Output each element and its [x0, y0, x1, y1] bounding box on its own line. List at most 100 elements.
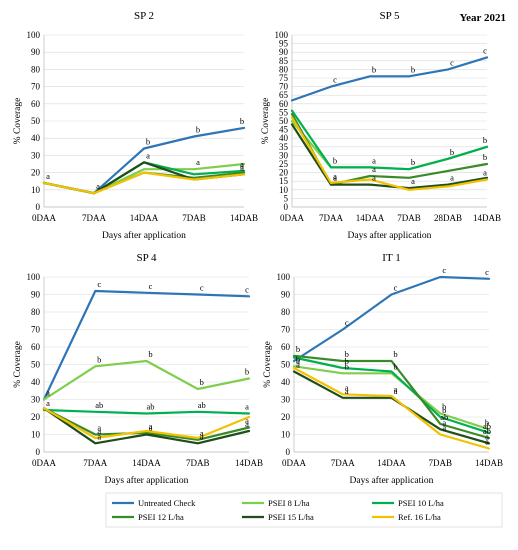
panel-3-data-label: a: [245, 419, 249, 429]
panel-4-ytick-label: 100: [277, 272, 291, 282]
panel-1-xtick-label: 14DAA: [130, 213, 159, 223]
panel-3-data-label: ab: [198, 400, 206, 410]
panel-3-ytick-label: 60: [31, 342, 41, 352]
panel-4-data-label: a: [485, 431, 489, 441]
panel-2-data-label: b: [450, 147, 454, 157]
panel-4-data-label: a: [345, 386, 349, 396]
panel-3-data-label: c: [245, 284, 249, 294]
panel-3-data-label: c: [97, 279, 101, 289]
panel-2-xtick-label: 28DAB: [434, 213, 462, 223]
panel-1-ytick-label: 10: [31, 185, 41, 195]
panel-3-data-label: a: [97, 431, 101, 441]
panel-1-xtick-label: 7DAB: [182, 213, 206, 223]
panel-2-data-label: a: [483, 167, 487, 177]
panel-2-series-line-psei12: [290, 112, 489, 186]
panel-2-series-line-untreated: [290, 56, 489, 102]
panel-4-ytick-label: 50: [281, 360, 291, 370]
panel-1-data-label: a: [146, 150, 150, 160]
panel-3-data-label: a: [97, 423, 101, 433]
panel-2-data-label: a: [372, 155, 376, 165]
panel-4-series-line-ref16: [292, 366, 491, 450]
panel-1-data-label: a: [240, 162, 244, 172]
panel-1-ytick-label: 20: [31, 168, 41, 178]
panel-4-xlabel: Days after application: [350, 475, 434, 486]
panel-4-xtick-label: 14DAB: [475, 458, 503, 468]
panel-3-series-line-untreated: [42, 289, 251, 401]
panel-3-data-label: a: [97, 426, 101, 436]
panel-2-ylabel: % Coverage: [261, 98, 271, 145]
panel-4-ytick-label: 70: [281, 325, 291, 335]
legend-label-untreated: Untreated Check: [138, 498, 196, 508]
panel-2-data-label: a: [333, 173, 337, 183]
panel-1-series-line-ref16: [42, 171, 246, 195]
panel-2-xlabel: Days after application: [348, 230, 432, 241]
panel-3-ytick-label: 80: [31, 307, 41, 317]
year-label: Year 2021: [459, 12, 506, 24]
panel-3-series-line-psei12: [42, 407, 251, 441]
panel-3-data-label: c: [200, 283, 204, 293]
panel-1-ytick-label: 30: [31, 150, 41, 160]
panel-3-data-label: a: [149, 421, 153, 431]
panel-3-data-label: b: [200, 377, 204, 387]
panel-3-series-line-psei8: [42, 359, 251, 401]
panel-3-data-label: c: [149, 281, 153, 291]
panel-1-xtick-label: 14DAB: [230, 213, 258, 223]
panel-2-xtick-label: 0DAA: [280, 213, 304, 223]
panel-3-data-label: b: [97, 354, 101, 364]
panel-2-data-label: b: [411, 64, 415, 74]
panel-2-series-line-psei8: [290, 119, 489, 171]
panel-4-data-label: a: [442, 417, 446, 427]
panel-4-data-label: b: [393, 349, 397, 359]
panel-2-series-line-psei10: [290, 109, 489, 171]
panel-3-ytick-label: 90: [31, 290, 41, 300]
panel-2-data-label: c: [333, 75, 337, 85]
panel-4-ytick-label: 10: [281, 430, 291, 440]
panel-2-ytick-label: 15: [279, 176, 289, 186]
panel-3-data-label: ab: [95, 400, 103, 410]
panel-1-ytick-label: 80: [31, 64, 41, 74]
panel-3-data-label: a: [200, 428, 204, 438]
panel-1-xlabel: Days after application: [102, 230, 186, 241]
panel-4-series-line-psei12: [292, 354, 491, 440]
panel-4-data-label: b: [345, 349, 349, 359]
panel-3-series-line-psei15: [42, 407, 251, 445]
panel-1-data-label: a: [96, 181, 100, 191]
panel-4-ylabel: % Coverage: [263, 341, 273, 388]
panel-2-title: SP 5: [379, 10, 400, 22]
panel-4-ytick-label: 90: [281, 290, 291, 300]
panel-4-data-label: a: [442, 423, 446, 433]
panel-4-series-line-psei15: [292, 370, 491, 445]
panel-1-ytick-label: 90: [31, 47, 41, 57]
panel-4-data-label: a: [394, 384, 398, 394]
panel-3-xlabel: Days after application: [105, 475, 189, 486]
legend-label-psei8: PSEI 8 L/ha: [268, 498, 310, 508]
panel-2-ytick-label: 0: [284, 202, 289, 212]
panel-3-series-line-psei10: [42, 408, 251, 415]
panel-3-data-label: a: [149, 423, 153, 433]
panel-4-title: IT 1: [382, 252, 400, 264]
panel-3-ytick-label: 0: [36, 447, 41, 457]
panel-1-data-label: b: [196, 124, 200, 134]
panel-1-data-label: a: [196, 157, 200, 167]
panel-1-ytick-label: 100: [27, 30, 41, 40]
panel-4-xtick-label: 7DAA: [331, 458, 355, 468]
panel-2-series-line-ref16: [290, 116, 489, 191]
panel-4-data-label: ab: [483, 421, 491, 431]
panel-3-ylabel: % Coverage: [13, 341, 23, 388]
panel-4-series-line-psei8: [292, 365, 491, 431]
panel-1-xtick-label: 7DAA: [82, 213, 106, 223]
panel-2-ytick-label: 70: [279, 82, 289, 92]
panel-4-data-label: c: [442, 265, 446, 275]
panel-2-ytick-label: 65: [279, 90, 289, 100]
panel-3-ytick-label: 30: [31, 395, 41, 405]
panel-3-ytick-label: 40: [31, 377, 41, 387]
panel-3-xtick-label: 14DAA: [132, 458, 161, 468]
panel-4-data-label: b: [296, 344, 300, 354]
panel-3-ytick-label: 20: [31, 412, 41, 422]
panel-1-ylabel: % Coverage: [13, 98, 23, 145]
panel-2-ytick-label: 5: [284, 193, 289, 203]
panel-3-data-label: a: [46, 388, 50, 398]
panel-3-data-label: b: [148, 349, 152, 359]
panel-2-ytick-label: 45: [279, 125, 289, 135]
panel-3-ytick-label: 10: [31, 430, 41, 440]
